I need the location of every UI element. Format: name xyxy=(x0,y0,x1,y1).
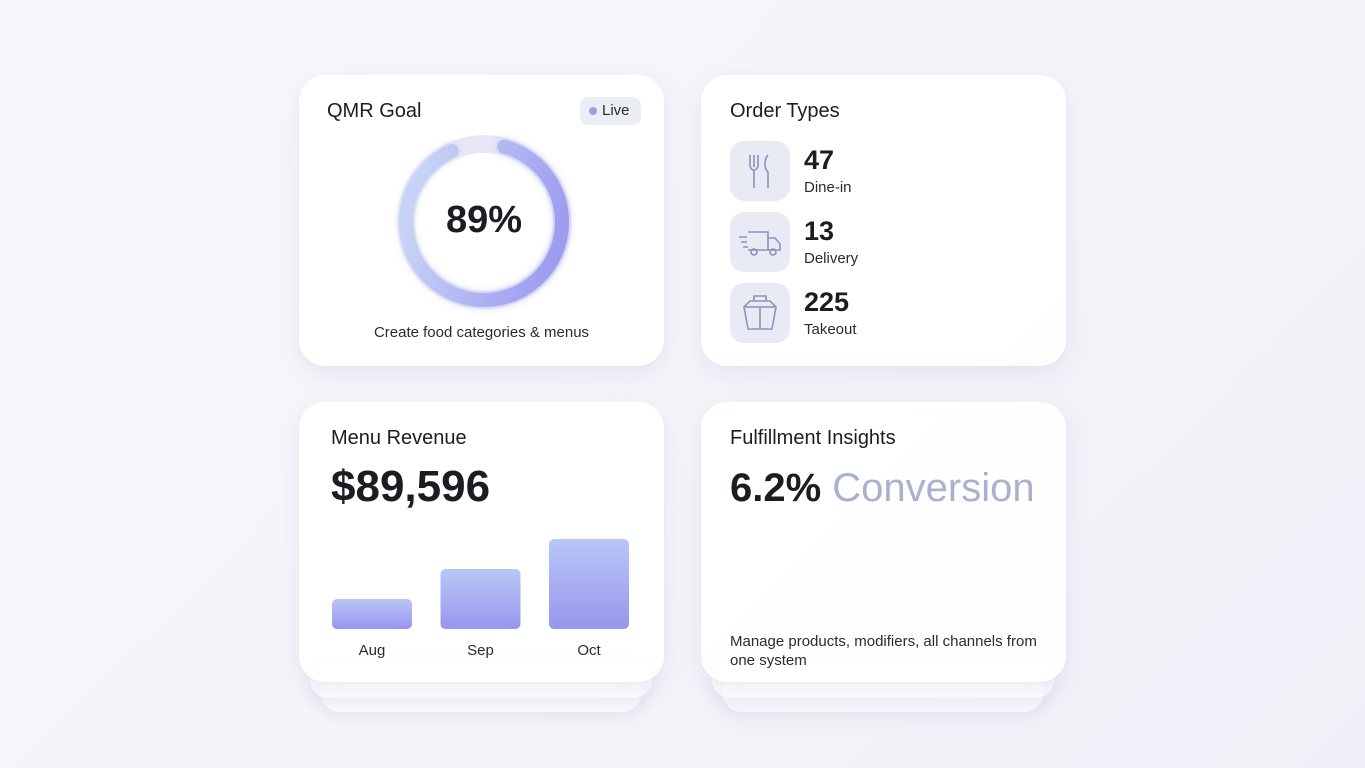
revenue-card: Menu Revenue $89,596 Aug Sep Oct xyxy=(299,402,664,682)
goal-card: QMR Goal Live 89% Create food categories… xyxy=(299,75,664,366)
card-title: Menu Revenue xyxy=(331,427,467,449)
x-tick-label: Aug xyxy=(359,642,386,659)
card-title: Fulfillment Insights xyxy=(730,427,896,449)
order-label: Takeout xyxy=(804,321,857,338)
order-count: 47 xyxy=(804,145,835,175)
badge-label: Live xyxy=(602,102,630,119)
revenue-bar xyxy=(549,539,629,629)
orders-card: Order Types 47 Dine-in 13 Delivery 225 Takeou… xyxy=(701,75,1066,366)
donut-arc xyxy=(399,137,569,307)
revenue-bar xyxy=(440,569,521,629)
truck xyxy=(739,231,781,256)
goal-caption: Create food categories & menus xyxy=(373,324,590,341)
live-dot xyxy=(589,107,597,115)
box xyxy=(743,295,777,330)
order-label: Dine-in xyxy=(804,179,852,196)
revenue-total: $89,596 xyxy=(331,462,491,511)
fulfillment-chart xyxy=(730,524,1037,617)
delivery-icon xyxy=(730,212,790,272)
takeout-icon xyxy=(730,283,790,343)
conversion-metric: Conversion xyxy=(832,466,1035,510)
order-label: Delivery xyxy=(804,250,859,267)
conversion-rate: 6.2% xyxy=(730,466,822,510)
fulfillment-card: Fulfillment Insights 6.2% Conversion Man… xyxy=(701,402,1066,682)
card-title: Order Types xyxy=(730,100,840,122)
x-tick-label: Sep xyxy=(467,642,494,659)
live-badge: Live xyxy=(580,97,641,125)
order-count: 13 xyxy=(804,216,835,246)
fulfillment-caption: Manage products, modifiers, all channels… xyxy=(730,633,1037,669)
card-title: QMR Goal xyxy=(327,100,422,122)
x-tick-label: Oct xyxy=(577,642,601,659)
goal-value: 89% xyxy=(445,199,523,241)
conversion-line: 6.2% Conversion xyxy=(730,466,1035,511)
dine-in-icon xyxy=(730,141,790,201)
order-count: 225 xyxy=(804,287,850,317)
revenue-chart: Aug Sep Oct xyxy=(332,539,629,659)
donut xyxy=(397,135,571,309)
revenue-bar xyxy=(332,599,412,629)
fork-knife xyxy=(749,154,769,188)
